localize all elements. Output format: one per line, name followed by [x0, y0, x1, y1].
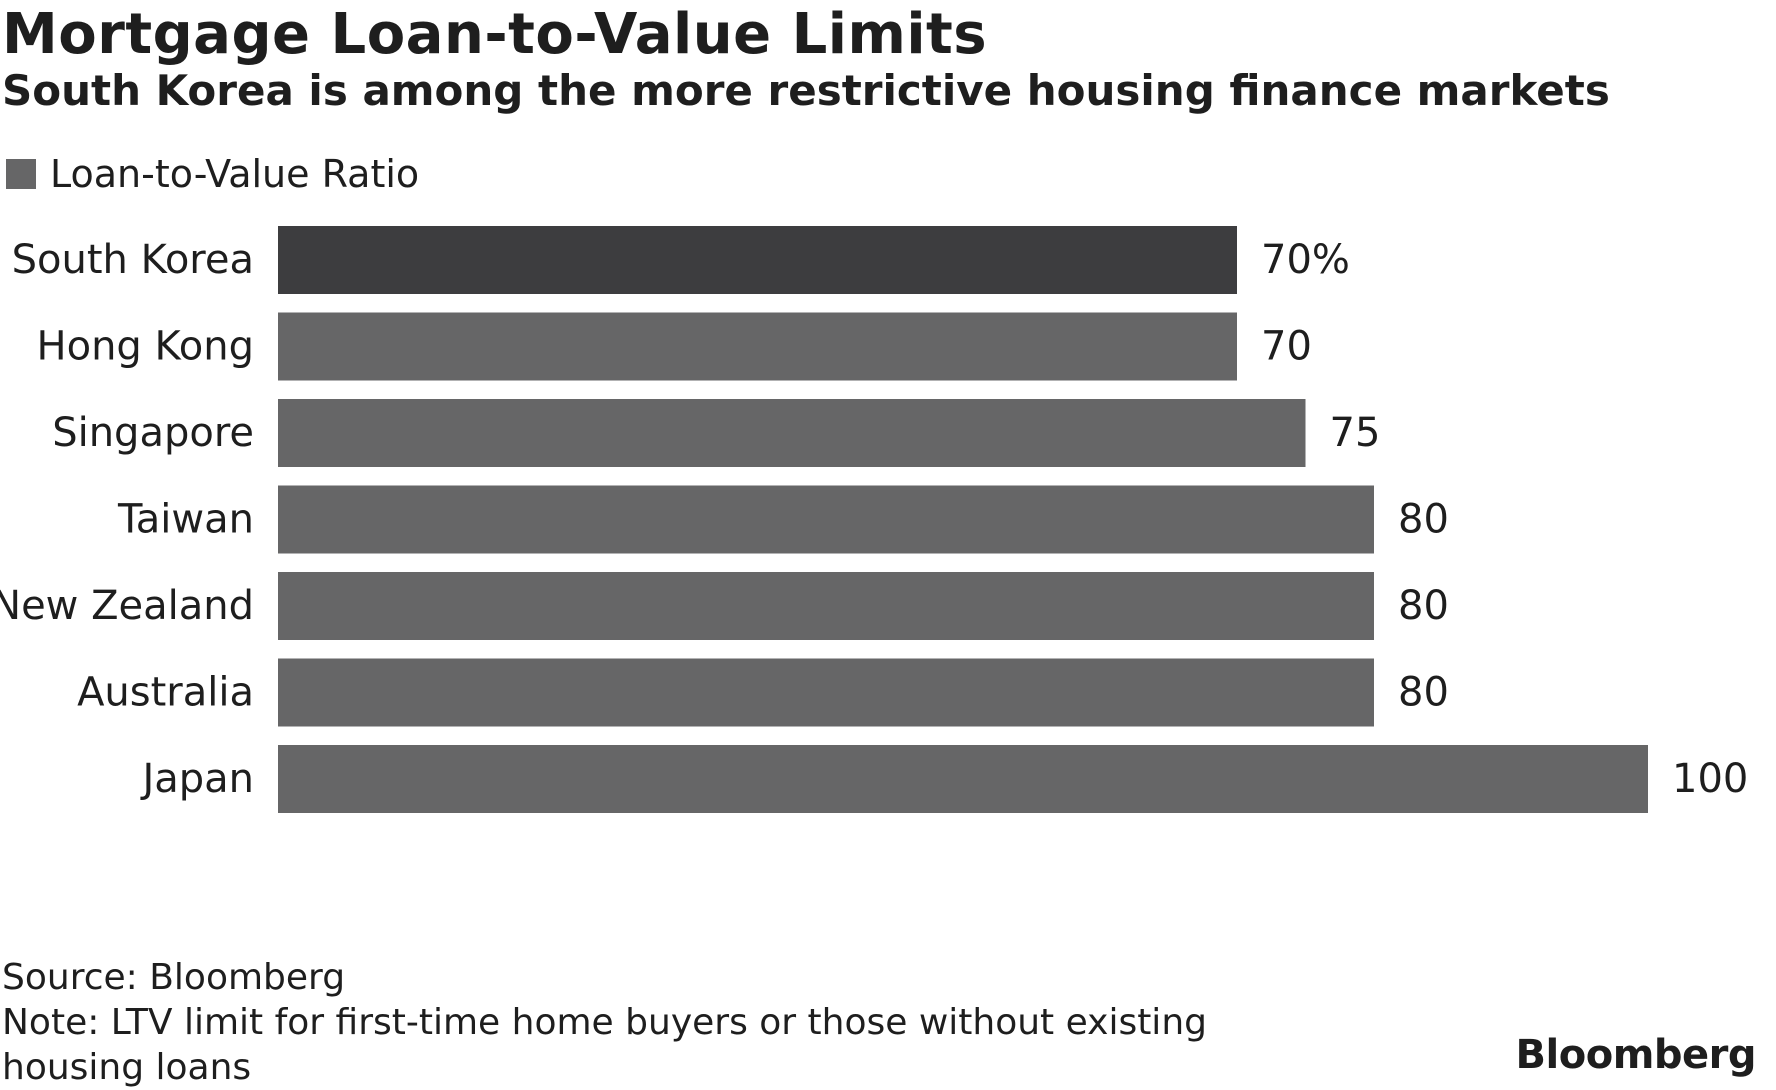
bar-new-zealand	[278, 572, 1374, 640]
category-label-australia: Australia	[77, 670, 254, 716]
chart-title: Mortgage Loan-to-Value Limits	[2, 2, 988, 67]
category-label-hong-kong: Hong Kong	[37, 324, 254, 370]
value-label-singapore: 75	[1330, 410, 1381, 456]
bar-singapore	[278, 399, 1306, 467]
bloomberg-logo: Bloomberg	[1515, 1032, 1757, 1078]
bar-taiwan	[278, 485, 1374, 554]
category-label-new-zealand: New Zealand	[0, 583, 254, 629]
bar-south-korea	[278, 226, 1237, 294]
value-label-hong-kong: 70	[1261, 324, 1312, 370]
bar-japan	[278, 745, 1648, 813]
value-label-taiwan: 80	[1398, 497, 1449, 543]
value-label-japan: 100	[1672, 756, 1748, 802]
bar-hong-kong	[278, 312, 1237, 381]
legend-label: Loan-to-Value Ratio	[50, 152, 420, 196]
bar-australia	[278, 658, 1374, 727]
value-label-australia: 80	[1398, 670, 1449, 716]
category-label-taiwan: Taiwan	[117, 497, 254, 543]
value-label-new-zealand: 80	[1398, 583, 1449, 629]
chart-legend: Loan-to-Value Ratio	[6, 152, 419, 196]
chart-footer: Source: Bloomberg Note: LTV limit for fi…	[2, 955, 1302, 1090]
note-text: Note: LTV limit for first-time home buye…	[2, 1002, 1207, 1088]
category-label-south-korea: South Korea	[12, 237, 254, 283]
chart-subtitle: South Korea is among the more restrictiv…	[2, 66, 1610, 115]
legend-swatch	[6, 159, 36, 189]
category-label-singapore: Singapore	[52, 410, 254, 456]
source-text: Source: Bloomberg	[2, 957, 346, 998]
value-label-south-korea: 70%	[1261, 237, 1350, 283]
category-label-japan: Japan	[139, 756, 254, 802]
